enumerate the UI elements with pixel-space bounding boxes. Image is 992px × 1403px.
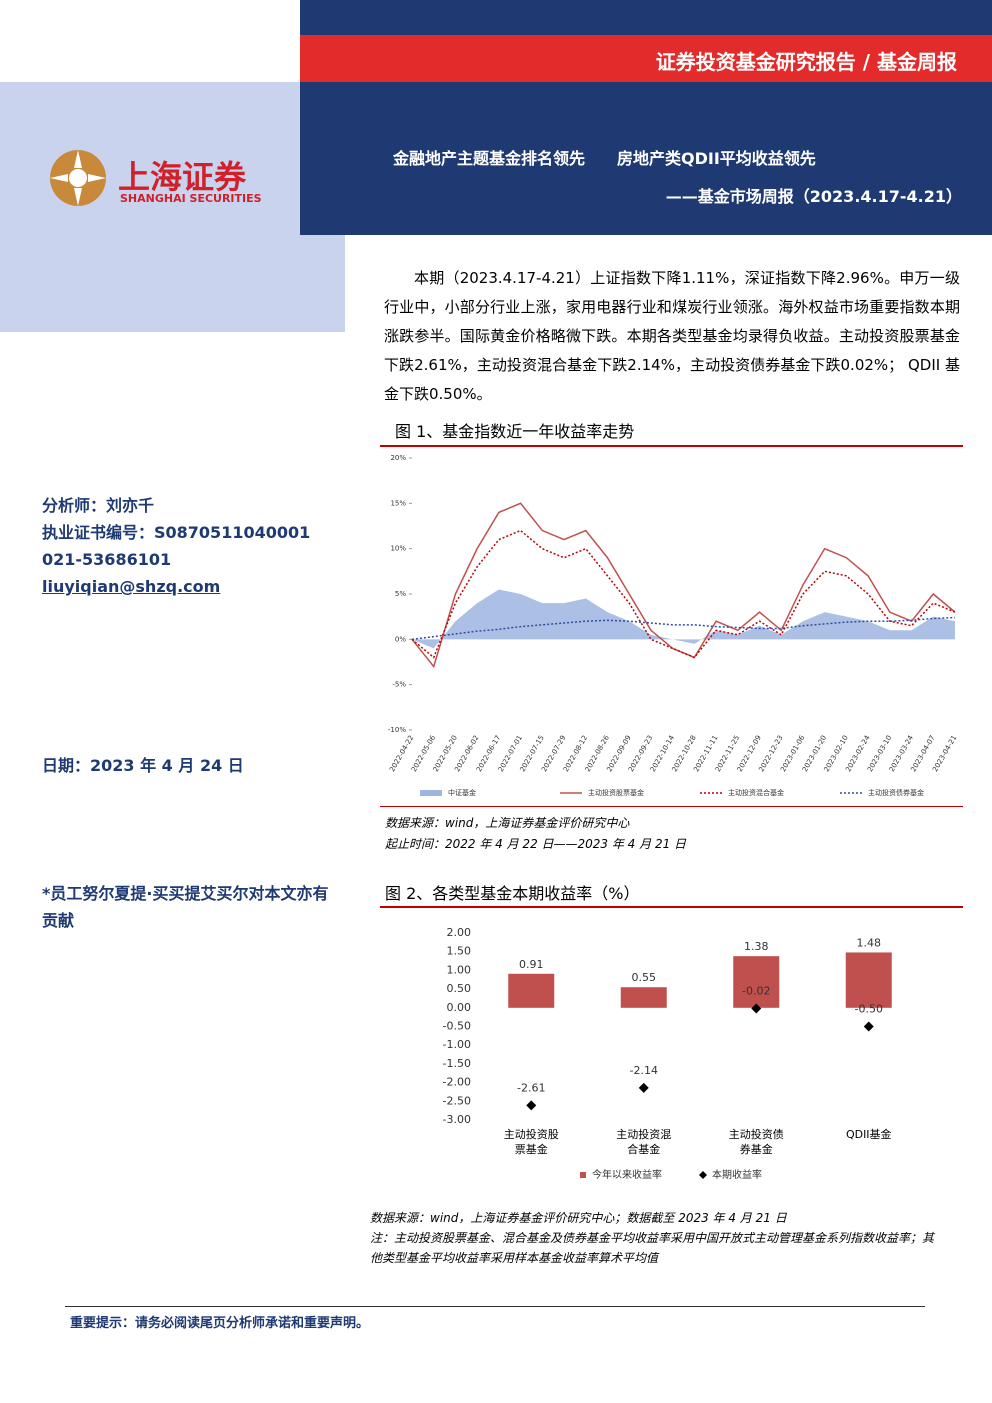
title-block bbox=[300, 82, 992, 235]
y-tick-label: 0% bbox=[395, 635, 406, 643]
side-block bbox=[0, 82, 345, 332]
y-tick-label: 1.00 bbox=[447, 963, 472, 976]
legend-label: 主动投资债券基金 bbox=[868, 788, 924, 797]
legend-swatch bbox=[580, 1172, 586, 1178]
legend-label: 主动投资股票基金 bbox=[588, 788, 644, 797]
figure1-title: 图 1、基金指数近一年收益率走势 bbox=[395, 422, 635, 441]
report-type: 证券投资基金研究报告 / 基金周报 bbox=[655, 50, 957, 74]
legend-label: 本期收益率 bbox=[712, 1168, 762, 1181]
y-tick-label: 15% bbox=[390, 499, 406, 507]
figure2-title: 图 2、各类型基金本期收益率（%） bbox=[385, 884, 640, 903]
data-label: 1.48 bbox=[857, 936, 882, 949]
line bbox=[411, 502, 956, 669]
data-label: -0.02 bbox=[742, 985, 770, 998]
data-label: -2.14 bbox=[630, 1064, 658, 1077]
y-tick-label: -1.00 bbox=[443, 1038, 471, 1051]
legend-swatch bbox=[420, 790, 442, 796]
analyst-email[interactable]: liuyiqian@shzq.com bbox=[42, 577, 221, 596]
x-tick-label: 主动投资混合基金 bbox=[616, 1128, 672, 1156]
analyst-name: 分析师：刘亦千 bbox=[42, 496, 155, 515]
bar bbox=[508, 973, 555, 1008]
point bbox=[638, 1082, 649, 1093]
legend-label: 主动投资混合基金 bbox=[728, 788, 784, 797]
legend-label: 中证基金 bbox=[448, 788, 476, 797]
line bbox=[411, 616, 956, 641]
figure1-period: 起止时间：2022 年 4 月 22 日——2023 年 4 月 21 日 bbox=[385, 837, 687, 851]
bar bbox=[845, 952, 892, 1008]
logo-en: SHANGHAI SECURITIES bbox=[120, 192, 262, 205]
point bbox=[526, 1100, 537, 1111]
point bbox=[751, 1003, 762, 1014]
x-tick-label: QDII基金 bbox=[845, 1128, 892, 1141]
analyst-cert: 执业证书编号：S0870511040001 bbox=[42, 523, 311, 542]
data-label: -0.50 bbox=[855, 1003, 883, 1016]
figure1-source: 数据来源：wind，上海证券基金评价研究中心 bbox=[385, 816, 630, 830]
data-label: 0.55 bbox=[632, 971, 657, 984]
data-label: -2.61 bbox=[517, 1081, 545, 1094]
y-tick-label: 5% bbox=[395, 590, 406, 598]
bar bbox=[733, 956, 780, 1008]
y-tick-label: 0.50 bbox=[447, 982, 472, 995]
footer: 重要提示：请务必阅读尾页分析师承诺和重要声明。 bbox=[70, 1316, 370, 1331]
y-tick-label: 1.50 bbox=[447, 945, 472, 958]
y-tick-label: -10% bbox=[388, 726, 406, 734]
x-tick-label: 主动投资债券基金 bbox=[728, 1128, 784, 1156]
legend-label: 今年以来收益率 bbox=[592, 1168, 662, 1181]
figure2-source: 数据来源：wind，上海证券基金评价研究中心；数据截至 2023 年 4 月 2… bbox=[370, 1211, 787, 1225]
area bbox=[412, 589, 955, 649]
figure2-notes: 数据来源：wind，上海证券基金评价研究中心；数据截至 2023 年 4 月 2… bbox=[370, 1208, 935, 1268]
figure2-chart: -3.00 -2.50 -2.00 -1.50 -1.00 -0.50 0.00 0.50 1.… bbox=[380, 920, 970, 1190]
data-label: 0.91 bbox=[519, 958, 544, 971]
line bbox=[411, 529, 956, 659]
logo-cn: 上海证券 bbox=[118, 158, 247, 196]
red-band bbox=[300, 35, 992, 82]
figure2-rule bbox=[380, 906, 963, 908]
y-tick-label: 2.00 bbox=[447, 926, 472, 939]
point bbox=[863, 1021, 874, 1032]
title: 金融地产主题基金排名领先 房地产类QDII平均收益领先 bbox=[393, 149, 816, 168]
y-tick-label: -3.00 bbox=[443, 1113, 471, 1126]
y-tick-label: -2.00 bbox=[443, 1076, 471, 1089]
figure1-chart: -10%-5%0%5%10%15%20%2022-04-222022-05-06… bbox=[388, 454, 959, 797]
date: 日期：2023 年 4 月 24 日 bbox=[42, 756, 244, 775]
footer-rule bbox=[65, 1306, 925, 1307]
figure1-rule-bottom bbox=[380, 806, 963, 807]
summary: 本期（2023.4.17-4.21）上证指数下降1.11%，深证指数下降2.96… bbox=[384, 269, 960, 403]
y-tick-label: 10% bbox=[390, 545, 406, 553]
subtitle: ——基金市场周报（2023.4.17-4.21） bbox=[665, 187, 962, 206]
top-band bbox=[300, 0, 992, 35]
contributor: *员工努尔夏提·买买提艾买尔对本文亦有贡献 bbox=[42, 884, 329, 930]
logo-icon bbox=[50, 150, 106, 206]
figure2-note: 注：主动投资股票基金、混合基金及债券基金平均收益率采用中国开放式主动管理基金系列… bbox=[370, 1231, 935, 1265]
y-tick-label: -5% bbox=[392, 681, 406, 689]
x-tick-label: 主动投资股票基金 bbox=[503, 1128, 559, 1156]
figure1-rule bbox=[380, 445, 963, 447]
bar bbox=[620, 987, 667, 1008]
data-label: 1.38 bbox=[744, 940, 769, 953]
y-tick-label: 0.00 bbox=[447, 1001, 472, 1014]
plot: -3.00 -2.50 -2.00 -1.50 -1.00 -0.50 0.00 0.50 1.… bbox=[443, 926, 892, 1181]
y-tick-label: -1.50 bbox=[443, 1057, 471, 1070]
y-tick-label: -0.50 bbox=[443, 1020, 471, 1033]
y-tick-label: 20% bbox=[390, 454, 406, 462]
legend-swatch bbox=[699, 1171, 707, 1179]
analyst-phone: 021-53686101 bbox=[42, 550, 172, 569]
y-tick-label: -2.50 bbox=[443, 1094, 471, 1107]
analyst: 分析师：刘亦千 执业证书编号：S0870511040001 021-536861… bbox=[42, 492, 310, 600]
